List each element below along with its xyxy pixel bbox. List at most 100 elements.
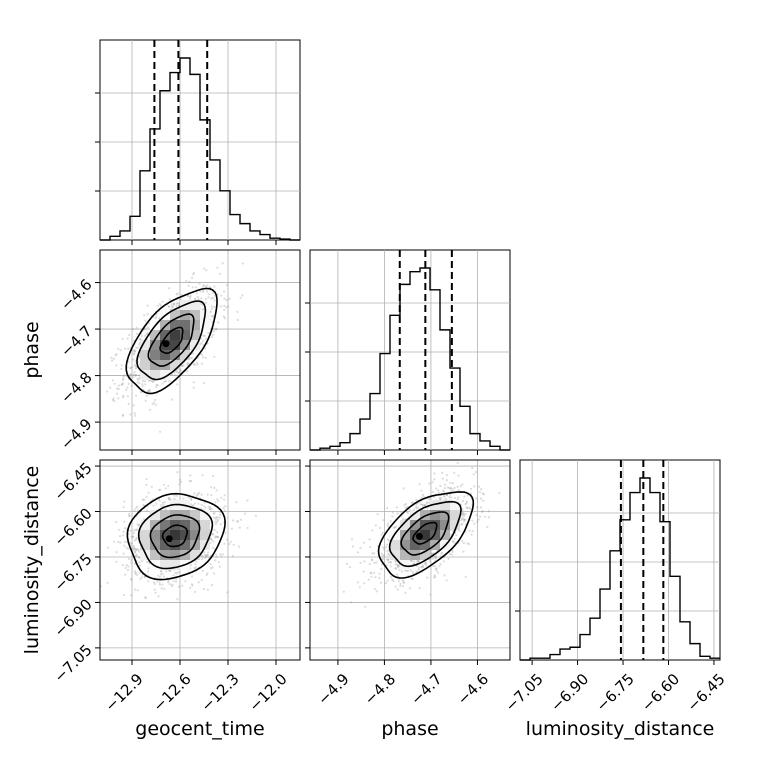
sample-point <box>132 549 135 552</box>
sample-point <box>386 507 389 510</box>
sample-point <box>192 386 195 389</box>
sample-point <box>453 471 456 474</box>
density-cell <box>390 540 400 550</box>
sample-point <box>202 285 205 288</box>
sample-point <box>358 586 361 589</box>
sample-point <box>213 529 216 532</box>
sample-point <box>391 511 394 514</box>
sample-point <box>184 580 187 583</box>
sample-point <box>190 479 193 483</box>
sample-point <box>479 515 482 518</box>
sample-point <box>191 504 194 507</box>
sample-point <box>106 581 109 585</box>
ticks <box>95 465 277 665</box>
sample-point <box>180 359 184 362</box>
sample-point <box>130 594 133 597</box>
sample-point <box>201 290 205 293</box>
sample-point <box>388 539 391 542</box>
sample-point <box>115 392 119 395</box>
sample-point <box>359 547 362 550</box>
sample-point <box>406 510 409 513</box>
sample-point <box>178 303 181 306</box>
peak-marker <box>165 535 173 543</box>
sample-point <box>396 512 399 515</box>
ticks <box>305 302 478 455</box>
sample-point <box>205 555 208 558</box>
sample-point <box>192 352 195 355</box>
sample-point <box>214 520 217 523</box>
sample-point <box>223 494 226 497</box>
sample-point <box>473 522 476 525</box>
sample-point <box>413 560 416 563</box>
sample-point <box>423 562 427 565</box>
sample-point <box>113 540 116 543</box>
sample-point <box>400 570 403 573</box>
y-tick-label: −6.75 <box>50 550 95 595</box>
sample-point <box>128 515 131 518</box>
sample-point <box>239 296 242 299</box>
sample-point <box>185 279 188 282</box>
sample-point <box>150 485 153 488</box>
sample-point <box>203 554 206 557</box>
sample-point <box>393 526 396 529</box>
sample-point <box>469 487 473 490</box>
sample-point <box>224 531 227 534</box>
sample-point <box>185 370 189 373</box>
sample-point <box>133 509 136 512</box>
sample-point <box>410 577 413 580</box>
density-marks <box>342 461 501 608</box>
sample-point <box>144 596 147 599</box>
sample-point <box>201 474 204 477</box>
sample-point <box>212 474 215 477</box>
sample-point <box>147 570 150 573</box>
contour-line <box>400 511 450 556</box>
sample-point <box>141 385 144 388</box>
sample-point <box>211 333 214 336</box>
sample-point <box>476 506 479 509</box>
sample-point <box>461 517 464 521</box>
y-tick-labels-phase: −4.9 −4.8 −4.7 −4.6 <box>57 275 95 453</box>
sample-point <box>115 520 118 524</box>
sample-point <box>209 286 212 289</box>
sample-point <box>216 520 219 524</box>
y-tick-labels-luminosity-distance: −7.05−6.90−6.75−6.60−6.45 <box>50 459 95 686</box>
sample-point <box>435 567 438 570</box>
sample-point <box>146 326 149 329</box>
sample-point <box>225 538 228 541</box>
density-cell <box>180 350 190 360</box>
contour-line <box>136 300 207 381</box>
sample-point <box>374 576 377 579</box>
sample-point <box>394 563 397 566</box>
sample-point <box>161 382 164 385</box>
sample-point <box>367 578 370 581</box>
sample-point <box>433 565 436 568</box>
sample-point <box>205 573 208 577</box>
sample-point <box>167 581 170 584</box>
density-cell <box>160 330 170 340</box>
density-cell <box>410 510 420 520</box>
sample-point <box>188 496 191 499</box>
sample-point <box>172 302 175 305</box>
density-cell <box>160 540 170 550</box>
sample-point <box>175 494 178 497</box>
sample-point <box>398 568 401 571</box>
sample-point <box>219 511 222 514</box>
sample-point <box>135 573 139 576</box>
sample-point <box>130 542 134 545</box>
sample-point <box>204 506 207 509</box>
sample-point <box>138 524 141 527</box>
density-cell <box>190 330 200 340</box>
sample-point <box>160 573 163 576</box>
sample-point <box>356 551 360 554</box>
sample-point <box>238 526 241 529</box>
sample-point <box>178 483 181 486</box>
sample-point <box>218 516 221 519</box>
sample-point <box>134 572 137 576</box>
sample-point <box>480 510 484 514</box>
sample-point <box>202 356 205 359</box>
sample-point <box>384 546 387 549</box>
sample-point <box>127 402 130 406</box>
sample-point <box>369 546 372 549</box>
sample-point <box>445 473 449 477</box>
